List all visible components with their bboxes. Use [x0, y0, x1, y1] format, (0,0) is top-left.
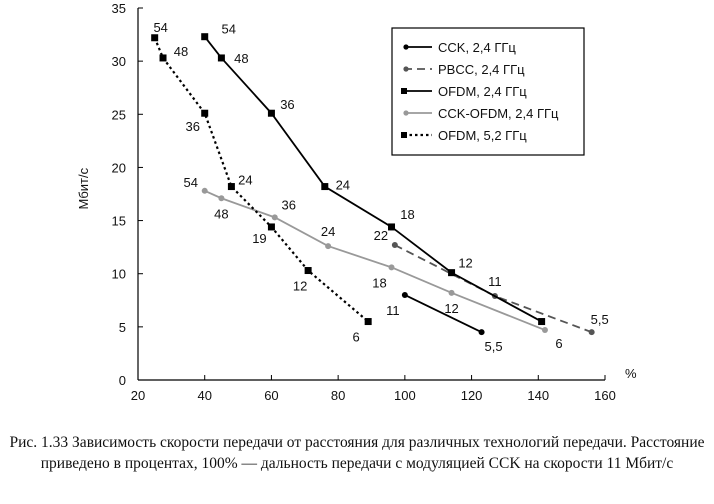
data-point — [218, 195, 225, 202]
data-label: 24 — [238, 173, 252, 188]
data-point — [448, 289, 455, 296]
data-label: 12 — [293, 279, 307, 294]
x-tick-label: 20 — [131, 388, 145, 403]
x-tick-label: 100 — [394, 388, 416, 403]
data-label: 5,5 — [485, 339, 503, 354]
data-label: 36 — [282, 197, 296, 212]
x-tick-label: 40 — [197, 388, 211, 403]
legend-label: PBCC, 2,4 ГГц — [438, 62, 525, 77]
data-label: 48 — [234, 51, 248, 66]
x-tick-label: 80 — [331, 388, 345, 403]
data-point — [364, 318, 372, 326]
x-tick-label: 120 — [461, 388, 483, 403]
data-point — [159, 54, 167, 62]
x-tick-label: 60 — [264, 388, 278, 403]
data-point — [541, 327, 548, 334]
data-label: 48 — [214, 206, 228, 221]
legend-marker — [403, 110, 409, 116]
data-point — [267, 109, 275, 117]
y-tick-label: 35 — [112, 1, 126, 16]
data-label: 22 — [374, 228, 388, 243]
chart-svg: 20 40 60 80 100 120 140 160 0 5 10 15 20 25 30 35% Мбит/… — [76, 1, 637, 403]
y-tick-label: 10 — [112, 267, 126, 282]
legend-label: CCK-OFDM, 2,4 ГГц — [438, 106, 559, 121]
data-label: 48 — [174, 44, 188, 59]
data-point — [391, 242, 398, 249]
data-label: 36 — [185, 119, 199, 134]
data-label: 6 — [555, 336, 562, 351]
data-label: 5,5 — [591, 312, 609, 327]
series-line — [404, 294, 482, 333]
y-tick-label: 5 — [119, 320, 126, 335]
y-tick-label: 0 — [119, 373, 126, 388]
data-point — [448, 269, 456, 277]
y-tick-label: 15 — [112, 214, 126, 229]
legend-marker — [401, 88, 407, 94]
data-point — [267, 223, 275, 231]
data-point — [538, 318, 546, 326]
x-tick-label: 160 — [594, 388, 616, 403]
legend-marker — [403, 44, 409, 50]
data-point — [201, 109, 209, 117]
data-label: 12 — [444, 301, 458, 316]
data-point — [321, 183, 329, 191]
legend-label: OFDM, 2,4 ГГц — [438, 84, 527, 99]
data-point — [325, 243, 332, 250]
data-point — [201, 187, 208, 194]
data-point — [401, 291, 408, 298]
data-label: 54 — [221, 22, 235, 37]
data-point — [388, 223, 396, 231]
data-point — [151, 34, 159, 42]
data-label: 11 — [386, 303, 400, 318]
y-tick-label: 30 — [112, 54, 126, 69]
data-label: 24 — [321, 224, 335, 239]
data-point — [588, 329, 595, 336]
chart: 20 40 60 80 100 120 140 160 0 5 10 15 20 25 30 35% Мбит/… — [76, 1, 637, 403]
data-label: 12 — [458, 256, 472, 271]
x-unit-label: % — [625, 366, 637, 381]
legend-marker — [401, 132, 407, 138]
data-label: 18 — [400, 207, 414, 222]
y-tick-label: 25 — [112, 107, 126, 122]
data-point — [271, 214, 278, 221]
data-point — [304, 267, 312, 275]
data-label: 54 — [183, 175, 197, 190]
legend-label: CCK, 2,4 ГГц — [438, 40, 516, 55]
x-tick-label: 140 — [527, 388, 549, 403]
data-point — [388, 264, 395, 271]
data-label: 24 — [336, 178, 350, 193]
data-point — [478, 329, 485, 336]
data-label: 11 — [488, 274, 502, 289]
data-point — [201, 33, 209, 41]
legend-marker — [403, 66, 409, 72]
y-axis-label: Мбит/с — [76, 167, 91, 209]
data-label: 18 — [372, 275, 386, 290]
data-point — [227, 183, 235, 191]
data-label: 36 — [280, 97, 294, 112]
data-label: 6 — [353, 330, 360, 345]
data-label: 54 — [153, 20, 167, 35]
data-label: 19 — [252, 231, 266, 246]
figure-caption: Рис. 1.33 Зависимость скорости передачи … — [9, 434, 705, 472]
data-point — [217, 54, 225, 62]
y-tick-label: 20 — [112, 160, 126, 175]
legend-label: OFDM, 5,2 ГГц — [438, 128, 527, 143]
